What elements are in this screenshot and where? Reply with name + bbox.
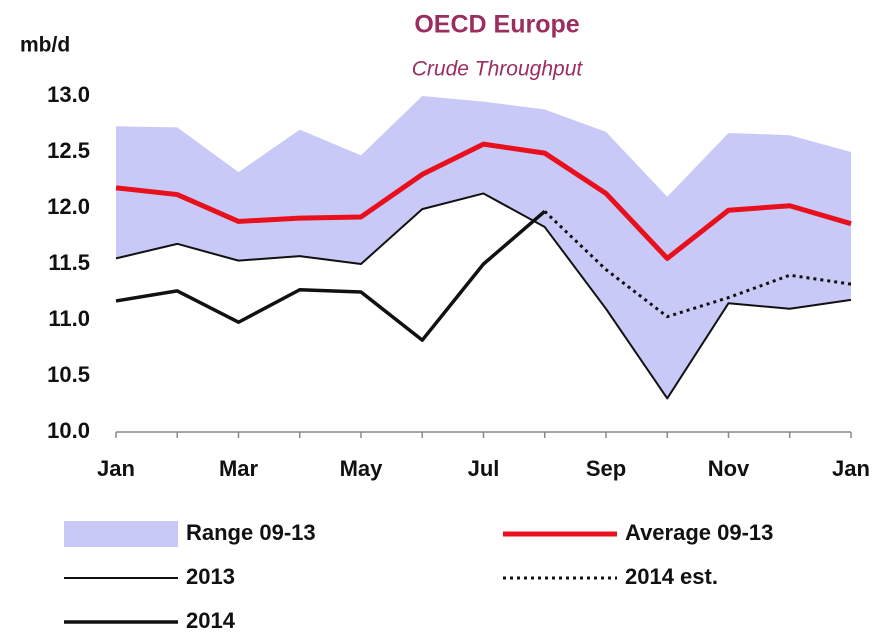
legend: Range 09-13 Average 09-13 2013 2014 est. 201… bbox=[64, 520, 773, 633]
y-tick-label: 11.5 bbox=[48, 250, 90, 275]
y-tick-label: 10.5 bbox=[47, 362, 90, 387]
x-tick-label: Jan bbox=[97, 456, 135, 481]
y-tick-label: 12.0 bbox=[47, 194, 90, 219]
series-line bbox=[115, 141, 852, 261]
plot-area: 10.0 10.5 11.0 11.5 12.0 12.5 13.0 Jan Mar May Jul… bbox=[47, 82, 870, 481]
chart-title: OECD Europe bbox=[414, 11, 579, 39]
x-tick-label: Mar bbox=[219, 456, 259, 481]
legend-label: Average 09-13 bbox=[625, 520, 773, 545]
x-tick-label: Nov bbox=[708, 456, 750, 481]
x-tick-label: May bbox=[340, 456, 384, 481]
series-line bbox=[115, 210, 546, 342]
legend-label: Range 09-13 bbox=[186, 520, 316, 545]
x-tick-label: Jul bbox=[468, 456, 500, 481]
y-tick-label: 11.0 bbox=[48, 306, 90, 331]
y-tick-label: 10.0 bbox=[47, 418, 90, 443]
range-area bbox=[116, 96, 851, 399]
y-tick-label: 12.5 bbox=[47, 138, 90, 163]
chart-subtitle: Crude Throughput bbox=[412, 58, 584, 81]
series-line bbox=[543, 210, 852, 319]
x-tick-label: Jan bbox=[832, 456, 870, 481]
legend-swatch bbox=[64, 521, 178, 547]
y-tick-label: 13.0 bbox=[47, 82, 90, 107]
y-axis-label: mb/d bbox=[20, 34, 70, 57]
legend-label: 2014 est. bbox=[625, 564, 718, 589]
series-line bbox=[115, 192, 852, 400]
x-tick-label: Sep bbox=[586, 456, 626, 481]
legend-label: 2013 bbox=[186, 564, 235, 589]
legend-label: 2014 bbox=[186, 608, 236, 633]
